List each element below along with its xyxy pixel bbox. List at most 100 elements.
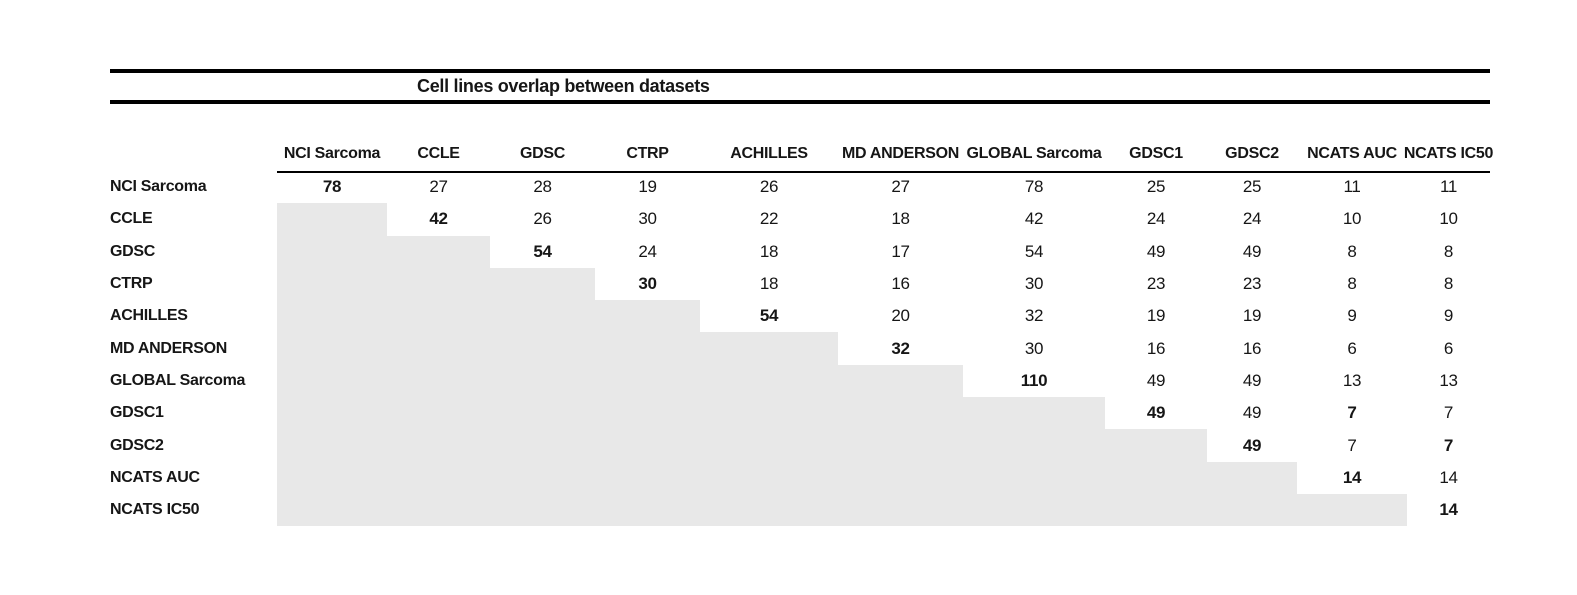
table-cell: 19 [1146,306,1166,326]
table-cell: 25 [1242,177,1262,197]
table-cell: 16 [1146,338,1166,358]
table-cell: 54 [1024,241,1044,261]
table-cell: 78 [1024,177,1044,197]
table-cell: 24 [1242,209,1262,229]
table-cell [1207,461,1297,494]
table-cell: 8 [1347,241,1357,261]
table-cell: 8 [1443,274,1454,294]
table-cell [700,397,838,430]
table-cell: 25 [1146,177,1166,197]
table-cell: 18 [759,241,779,261]
table-cell: 20 [891,306,910,326]
row-header: GDSC1 [110,404,164,422]
title-rule-bottom [110,100,1490,104]
row-header: GDSC [110,242,156,260]
table-cell [490,300,595,333]
table-cell: 14 [1342,467,1362,487]
table-cell: 23 [1242,274,1262,294]
column-header: MD ANDERSON [842,145,959,162]
table-cell: 49 [1242,241,1262,261]
table-cell [838,364,963,398]
table-cell: 24 [1146,209,1166,229]
row-header: CTRP [110,275,153,293]
table-cell [490,397,595,430]
table-cell: 42 [1024,209,1044,229]
table-cell [700,429,838,462]
column-header: GLOBAL Sarcoma [966,145,1102,162]
column-header: GDSC1 [1129,145,1183,162]
table-cell: 19 [1242,306,1262,326]
table-cell: 11 [1439,177,1458,197]
table-cell [595,429,700,462]
table-cell [387,429,490,462]
table-cell [387,493,490,527]
table-cell [490,332,595,365]
table-cell: 10 [1439,209,1458,229]
table-cell [700,493,838,527]
table-cell: 14 [1439,467,1458,487]
table-cell: 32 [891,338,910,358]
table-cell: 26 [759,177,779,197]
table-cell: 26 [533,209,552,229]
table-cell [595,332,700,365]
row-header: NCATS AUC [110,468,200,486]
table-cell [387,267,490,301]
table-cell [595,493,700,527]
table-cell: 30 [1024,274,1044,294]
column-header: NCATS IC50 [1403,145,1494,162]
table-cell [595,364,700,398]
corner-cell [110,141,277,171]
table-cell [1297,493,1407,527]
table-cell: 49 [1146,241,1166,261]
column-header: NCI Sarcoma [283,145,381,162]
row-header: NCATS IC50 [110,501,200,519]
table-cell: 10 [1342,209,1362,229]
column-header: ACHILLES [730,145,808,162]
table-cell: 16 [891,274,910,294]
table-cell: 7 [1443,403,1454,423]
table-cell [387,235,490,268]
table-cell [1207,493,1297,527]
row-header: GDSC2 [110,436,164,454]
column-header: NCATS AUC [1307,145,1397,162]
table-cell [277,300,387,333]
table-cell: 7 [1347,403,1357,423]
table-cell [838,461,963,494]
table-cell: 49 [1242,370,1262,390]
table-cell: 30 [1024,338,1044,358]
table-cell [700,332,838,365]
table-cell: 28 [533,177,552,197]
table-cell [387,397,490,430]
table-cell [277,203,387,236]
table-cell: 19 [638,177,657,197]
table-cell: 8 [1443,241,1454,261]
table-cell [700,461,838,494]
table-cell: 27 [891,177,910,197]
table-cell: 24 [638,241,657,261]
table-cell: 49 [1146,370,1166,390]
table-cell [1105,493,1207,527]
table-cell [838,397,963,430]
row-header: MD ANDERSON [110,339,227,357]
column-header: GDSC2 [1225,145,1279,162]
table-cell [277,235,387,268]
column-header: CTRP [626,145,669,162]
title-rule-top [110,69,1490,73]
table-cell [387,332,490,365]
table-cell [277,364,387,398]
table-cell: 27 [429,177,448,197]
table-cell: 54 [759,306,779,326]
table-cell [838,429,963,462]
table-cell [963,397,1105,430]
table-cell: 32 [1024,306,1044,326]
table-cell [387,300,490,333]
table-cell: 13 [1439,370,1458,390]
table-cell: 18 [759,274,779,294]
table-cell [490,429,595,462]
row-header: GLOBAL Sarcoma [110,371,246,389]
table-cell: 23 [1146,274,1166,294]
table-cell: 49 [1146,403,1166,423]
table-cell: 6 [1347,338,1357,358]
row-header: CCLE [110,210,153,228]
